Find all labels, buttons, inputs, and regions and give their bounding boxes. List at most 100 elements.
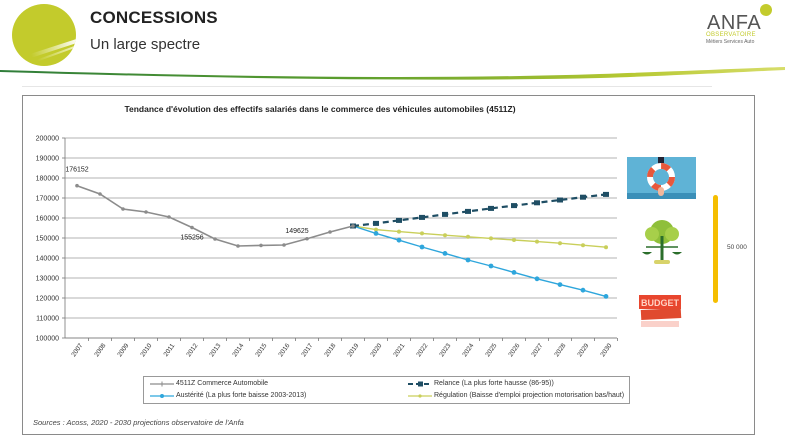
data-point-history: [144, 210, 148, 214]
chart-legend: 4511Z Commerce Automobile Relance (La pl…: [143, 376, 630, 404]
y-tick-label: 140000: [36, 256, 59, 263]
x-tick-label: 2020: [369, 342, 383, 358]
data-point-austerite: [557, 282, 563, 287]
legend-swatch-austerite: [150, 393, 174, 398]
x-tick-label: 2013: [208, 342, 222, 358]
data-point-regulation: [489, 236, 493, 241]
data-point-austerite: [534, 276, 540, 282]
legend-swatch-history: [150, 381, 174, 386]
legend-label-relance: Relance (La plus forte hausse (86-95)): [434, 380, 554, 387]
x-tick-label: 2028: [553, 342, 567, 358]
data-point-relance: [488, 205, 494, 211]
data-point-regulation: [466, 234, 470, 239]
data-point-regulation: [581, 243, 585, 248]
data-point-regulation: [374, 227, 378, 232]
x-tick-label: 2023: [438, 342, 452, 358]
x-tick-label: 2017: [300, 342, 314, 358]
header-swoosh: [0, 67, 785, 80]
data-point-history: [121, 207, 125, 211]
data-point-regulation: [443, 233, 447, 238]
data-point-history: [213, 237, 217, 241]
data-point-history: [282, 243, 286, 247]
y-tick-label: 120000: [36, 296, 59, 303]
data-point-relance: [580, 194, 586, 200]
x-tick-label: 2012: [185, 342, 199, 358]
data-point-austerite: [419, 244, 425, 250]
brand-tagline-2: Métiers Services Auto: [706, 39, 755, 45]
data-point-relance: [534, 200, 540, 206]
data-point-relance: [557, 197, 563, 203]
x-tick-label: 2027: [530, 342, 544, 358]
header-divider: [22, 86, 712, 87]
y-tick-label: 190000: [36, 156, 59, 163]
data-point-history: [236, 244, 240, 248]
legend-label-austerite: Austérité (La plus forte baisse 2003-201…: [176, 392, 307, 399]
data-point-austerite: [373, 231, 379, 236]
legend-swatch-relance: [408, 381, 432, 386]
data-point-relance: [465, 208, 471, 214]
data-point-history: [328, 230, 332, 234]
data-point-history: [305, 236, 309, 241]
page-title: CONCESSIONS: [90, 8, 218, 27]
data-point-history: [98, 192, 102, 196]
y-tick-label: 200000: [36, 136, 59, 143]
data-point-history: [351, 224, 355, 228]
brand-logo-dot: [760, 4, 772, 16]
y-tick-label: 170000: [36, 196, 59, 203]
data-point-austerite: [396, 237, 402, 243]
budget-cut-icon: BUDGET: [639, 295, 682, 327]
brand-tagline-1: OBSERVATOIRE: [706, 32, 756, 38]
data-point-history: [75, 183, 79, 188]
data-label: 176152: [65, 167, 88, 174]
source-note: Sources : Acoss, 2020 - 2030 projections…: [33, 418, 244, 427]
data-point-regulation: [512, 238, 516, 242]
data-point-regulation: [604, 245, 608, 250]
x-tick-label: 2022: [415, 342, 429, 358]
x-tick-label: 2008: [93, 342, 107, 358]
y-tick-label: 130000: [36, 276, 59, 283]
y-tick-label: 110000: [36, 316, 59, 323]
legend-label-regulation: Régulation (Baisse d'emploi projection m…: [434, 392, 625, 399]
logo-circle: [12, 4, 76, 66]
legend-swatch-regulation: [408, 393, 432, 398]
data-point-relance: [442, 211, 448, 217]
data-point-relance: [603, 191, 609, 197]
series-line-austerite: [352, 225, 607, 298]
data-point-austerite: [488, 263, 494, 269]
x-tick-label: 2030: [599, 342, 613, 358]
legend-item-relance: Relance (La plus forte hausse (86-95)): [408, 380, 554, 387]
x-tick-label: 2007: [70, 342, 84, 358]
legend-item-regulation: Régulation (Baisse d'emploi projection m…: [408, 392, 624, 399]
x-tick-label: 2016: [277, 342, 291, 358]
x-tick-label: 2019: [346, 342, 360, 358]
brand-logo-text: ANFA: [707, 12, 762, 34]
series-line-regulation: [352, 225, 607, 248]
series-line-relance: [352, 193, 607, 228]
page-subtitle: Un large spectre: [90, 36, 201, 53]
scales-tree-icon: [642, 220, 682, 264]
x-tick-label: 2024: [461, 342, 475, 358]
legend-item-history: 4511Z Commerce Automobile: [150, 380, 268, 387]
lifebuoy-icon: [627, 157, 696, 199]
data-label: 149625: [285, 228, 308, 235]
data-point-history: [167, 215, 171, 219]
range-bar: [713, 195, 718, 303]
x-tick-label: 2026: [507, 342, 521, 358]
data-point-regulation: [397, 229, 401, 234]
chart-title: Tendance d'évolution des effectifs salar…: [124, 104, 516, 114]
legend-item-austerite: Austérité (La plus forte baisse 2003-201…: [150, 392, 306, 399]
data-point-relance: [373, 220, 379, 226]
data-point-austerite: [442, 251, 448, 256]
data-point-history: [190, 225, 194, 230]
data-point-relance: [419, 214, 425, 220]
legend-label-history: 4511Z Commerce Automobile: [176, 380, 269, 387]
x-tick-label: 2029: [576, 342, 590, 358]
data-point-regulation: [558, 241, 562, 246]
y-tick-label: 160000: [36, 216, 59, 223]
x-tick-label: 2015: [254, 342, 268, 358]
x-tick-label: 2010: [139, 342, 153, 358]
x-tick-label: 2025: [484, 342, 498, 358]
x-tick-label: 2011: [163, 342, 177, 358]
data-label: 155256: [180, 234, 203, 241]
